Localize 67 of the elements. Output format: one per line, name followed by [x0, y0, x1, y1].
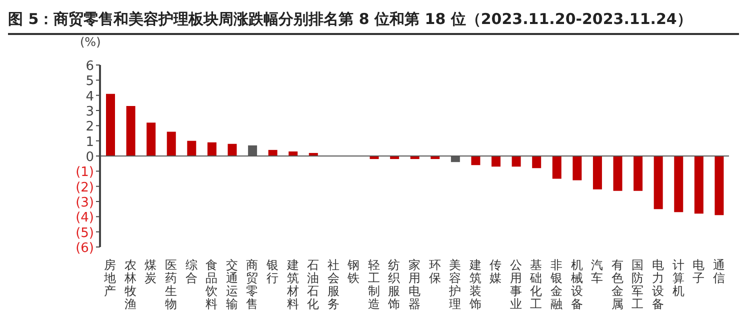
x-tick-label: 社会服务: [327, 258, 340, 311]
x-tick-label: 食品饮料: [204, 258, 218, 311]
bar: [126, 106, 136, 156]
x-tick-label: 农林牧渔: [123, 258, 136, 311]
x-tick-label: 房地产: [103, 258, 116, 298]
x-tick-label: 公用事业: [510, 258, 522, 311]
bar: [268, 150, 278, 156]
x-tick-label: 计算机: [672, 258, 684, 298]
y-tick-label: 2: [86, 120, 94, 135]
bar: [492, 156, 501, 167]
bar: [552, 156, 562, 179]
x-tick-label: 煤炭: [144, 258, 157, 285]
x-tick-label: 非银金融: [550, 258, 563, 311]
bar: [714, 156, 724, 216]
x-tick-label: 有色金属: [611, 258, 624, 311]
y-tick-label: 6: [86, 59, 94, 74]
x-tick-label: 通信: [712, 258, 725, 285]
y-tick-label: 0: [86, 150, 94, 165]
y-tick-label: 1: [86, 134, 94, 150]
y-tick-label: 5: [86, 74, 94, 90]
x-tick-label: 传媒: [490, 258, 502, 285]
bar: [228, 144, 237, 156]
bar: [654, 156, 663, 210]
bar: [634, 156, 643, 191]
x-tick-label: 商贸零售: [246, 258, 258, 311]
x-tick-label: 轻工制造: [368, 258, 380, 311]
chart-title: 图 5：商贸零售和美容护理板块周涨跌幅分别排名第 8 位和第 18 位（2023.11.20-2023.11.24）: [8, 8, 739, 35]
bar: [166, 132, 176, 156]
x-tick-label: 电力设备: [652, 258, 664, 311]
x-tick-label: 国防军工: [632, 258, 644, 311]
bar: [471, 156, 480, 166]
bar: [532, 156, 542, 168]
x-tick-label: 环保: [428, 258, 441, 285]
bar: [674, 156, 684, 212]
x-tick-label: 银行: [265, 258, 278, 285]
y-tick-label: (3): [76, 196, 94, 210]
bar: [106, 94, 115, 156]
x-tick-label: 电子: [692, 258, 705, 285]
y-axis-title: (%): [80, 35, 101, 49]
x-tick-label: 机械设备: [570, 258, 583, 311]
x-tick-label: 钢铁: [346, 258, 360, 285]
x-tick-label: 石油石化: [307, 258, 320, 311]
y-tick-label: 3: [86, 104, 94, 120]
bar: [187, 140, 196, 156]
y-tick-label: 4: [86, 89, 94, 104]
y-tick-label: (1): [76, 165, 94, 180]
bar: [572, 156, 582, 180]
x-tick-label: 综合: [185, 258, 198, 285]
x-tick-label: 医药生物: [165, 258, 178, 311]
bar: [694, 156, 704, 214]
x-tick-label: 纺织服饰: [387, 258, 400, 311]
bar: [613, 156, 622, 191]
bar: [592, 156, 602, 190]
x-tick-label: 家用电器: [408, 258, 420, 311]
y-tick-label: (2): [76, 180, 94, 196]
bar: [512, 156, 521, 167]
y-tick-label: (4): [76, 210, 94, 226]
x-tick-label: 基础化工: [529, 258, 542, 311]
bar: [207, 142, 216, 156]
y-tick-label: (5): [76, 226, 94, 241]
x-tick-label: 建筑材料: [286, 258, 299, 311]
bar: [146, 122, 156, 156]
x-tick-label: 交通运输: [226, 258, 238, 311]
x-tick-label: 美容护理: [448, 258, 462, 311]
y-tick-label: (6): [76, 241, 94, 256]
x-tick-label: 汽车: [591, 258, 604, 285]
x-tick-label: 建筑装饰: [468, 258, 482, 311]
